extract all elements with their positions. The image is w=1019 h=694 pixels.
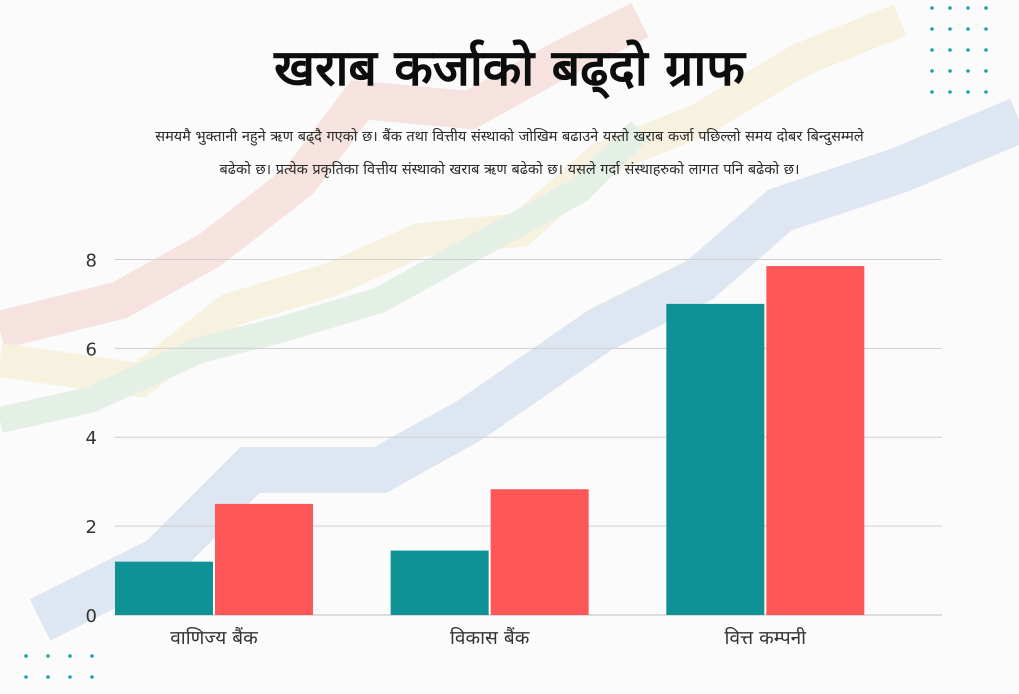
labels-layer: 0 2 4 6 8 वाणिज्य बैंक विकास बैंक वित्त कम्पनी: [86, 250, 808, 649]
dot-grid-top-right-icon: [930, 6, 988, 94]
decorative-dot: [46, 654, 50, 658]
y-tick-label: 8: [86, 250, 97, 271]
bar-series-red-2: [766, 266, 865, 615]
x-category-label: वित्त कम्पनी: [725, 626, 808, 649]
bar-series-teal-1: [390, 550, 489, 615]
decorative-dot: [24, 654, 28, 658]
decorative-dot: [930, 27, 934, 31]
decorative-dot: [90, 675, 94, 679]
decorative-dot: [948, 48, 952, 52]
decorative-dot: [930, 90, 934, 94]
decorative-dot: [90, 654, 94, 658]
decorative-dot: [984, 69, 988, 73]
decorative-dot: [948, 27, 952, 31]
decorative-dot: [930, 6, 934, 10]
y-tick-label: 4: [86, 428, 97, 449]
description-text: समयमै भुक्तानी नहुने ऋण बढ्दै गएको छ। बै…: [155, 129, 864, 178]
decorative-dot: [966, 90, 970, 94]
decorative-dot: [966, 6, 970, 10]
bar-series-red-0: [215, 503, 313, 615]
dot-grid-bottom-left: [18, 648, 108, 694]
decorative-dot: [984, 48, 988, 52]
page-title: खराब कर्जाको बढ्दो ग्राफ: [274, 39, 745, 97]
decorative-dot: [966, 48, 970, 52]
dot-grid-top-right: [924, 6, 1014, 102]
y-tick-label: 6: [86, 339, 97, 360]
decorative-dot: [930, 48, 934, 52]
decorative-dot: [984, 90, 988, 94]
bar-series-teal-2: [666, 303, 765, 615]
bar-series-teal-0: [115, 561, 213, 615]
decorative-dot: [966, 27, 970, 31]
decorative-dot: [930, 69, 934, 73]
y-tick-label: 2: [86, 517, 97, 538]
decorative-dot: [68, 675, 72, 679]
decorative-dot: [948, 6, 952, 10]
decorative-dot: [68, 654, 72, 658]
x-category-label: वाणिज्य बैंक: [170, 626, 258, 649]
decorative-dot: [24, 675, 28, 679]
bars-layer: [115, 266, 865, 615]
y-tick-label: 0: [86, 606, 97, 627]
dot-grid-bottom-left-icon: [24, 654, 94, 679]
decorative-dot: [46, 675, 50, 679]
decorative-dot: [984, 6, 988, 10]
x-category-label: विकास बैंक: [450, 626, 530, 649]
decorative-dot: [948, 69, 952, 73]
decorative-dot: [948, 90, 952, 94]
bar-series-red-1: [490, 489, 589, 615]
decorative-dot: [984, 27, 988, 31]
decorative-dot: [966, 69, 970, 73]
